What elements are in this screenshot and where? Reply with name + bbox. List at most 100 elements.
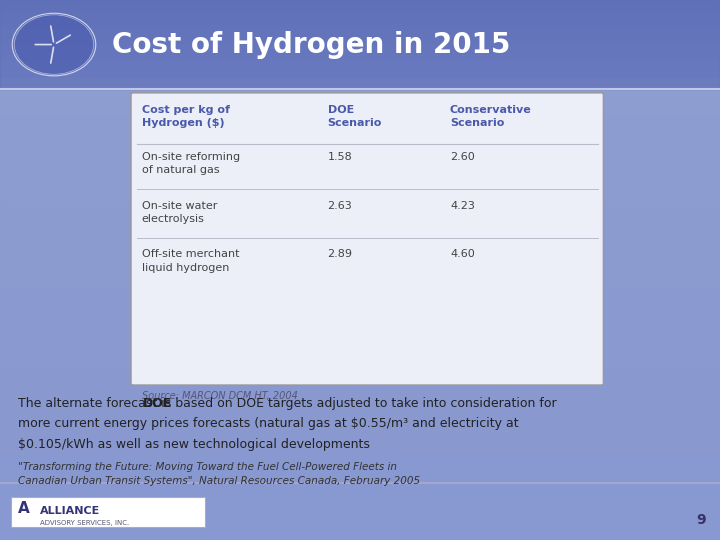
Bar xyxy=(0,432,720,437)
Bar xyxy=(0,302,720,308)
Text: more current energy prices forecasts (natural gas at $0.55/m³ and electricity at: more current energy prices forecasts (na… xyxy=(18,417,518,430)
Bar xyxy=(0,513,720,518)
FancyBboxPatch shape xyxy=(131,93,603,385)
Bar xyxy=(0,259,720,265)
Text: 4.60: 4.60 xyxy=(450,249,474,260)
Bar xyxy=(0,184,720,189)
Text: "Transforming the Future: Moving Toward the Fuel Cell-Powered Fleets in
Canadian: "Transforming the Future: Moving Toward … xyxy=(18,462,420,485)
Bar xyxy=(0,194,720,200)
Bar xyxy=(0,394,720,400)
Bar xyxy=(0,238,720,243)
Bar xyxy=(0,448,720,454)
Bar xyxy=(0,5,720,11)
Bar xyxy=(0,405,720,410)
Bar xyxy=(0,270,720,275)
Bar xyxy=(0,367,720,373)
Bar xyxy=(0,324,720,329)
Bar xyxy=(0,281,720,286)
Text: ADVISORY SERVICES, INC.: ADVISORY SERVICES, INC. xyxy=(40,521,129,526)
Bar xyxy=(0,76,720,81)
Bar xyxy=(0,103,720,108)
Bar xyxy=(0,173,720,178)
Bar xyxy=(0,189,720,194)
Bar xyxy=(0,157,720,162)
Bar xyxy=(0,356,720,362)
Text: Off-site merchant
liquid hydrogen: Off-site merchant liquid hydrogen xyxy=(142,249,239,273)
Bar xyxy=(0,319,720,324)
Bar xyxy=(0,81,720,86)
Bar xyxy=(0,491,720,497)
Bar xyxy=(0,151,720,157)
Bar xyxy=(0,389,720,394)
Bar xyxy=(0,86,720,92)
Bar xyxy=(0,135,720,140)
Bar xyxy=(0,248,720,254)
Bar xyxy=(0,59,720,65)
Text: The alternate forecast is based on DOE targets adjusted to take into considerati: The alternate forecast is based on DOE t… xyxy=(18,397,557,410)
Bar xyxy=(0,70,720,76)
Bar xyxy=(0,43,720,49)
Bar xyxy=(0,232,720,238)
Text: 2.60: 2.60 xyxy=(450,152,474,163)
Bar xyxy=(0,292,720,297)
Bar xyxy=(0,113,720,119)
Bar xyxy=(0,167,720,173)
Bar xyxy=(0,286,720,292)
Bar xyxy=(0,308,720,313)
Text: On-site reforming
of natural gas: On-site reforming of natural gas xyxy=(142,152,240,176)
Bar xyxy=(0,227,720,232)
Bar xyxy=(0,27,720,32)
Text: DOE
Scenario: DOE Scenario xyxy=(328,105,382,129)
Bar xyxy=(0,400,720,405)
Bar xyxy=(0,146,720,151)
Bar xyxy=(0,254,720,259)
Bar xyxy=(0,16,720,22)
Bar xyxy=(0,32,720,38)
Bar xyxy=(0,335,720,340)
Text: Conservative
Scenario: Conservative Scenario xyxy=(450,105,532,129)
Bar xyxy=(0,11,720,16)
Bar xyxy=(0,535,720,540)
Bar xyxy=(0,265,720,270)
Bar xyxy=(0,221,720,227)
Bar xyxy=(0,119,720,124)
Bar xyxy=(0,49,720,54)
Text: 1.58: 1.58 xyxy=(328,152,352,163)
Bar xyxy=(0,481,720,486)
Bar xyxy=(0,464,720,470)
Text: ALLIANCE: ALLIANCE xyxy=(40,505,100,516)
Bar xyxy=(0,0,720,5)
Bar xyxy=(0,22,720,27)
Bar xyxy=(0,38,720,43)
Bar xyxy=(0,329,720,335)
Bar xyxy=(0,130,720,135)
Text: Cost per kg of
Hydrogen ($): Cost per kg of Hydrogen ($) xyxy=(142,105,230,129)
Bar xyxy=(11,497,205,526)
Bar xyxy=(0,518,720,524)
Text: DOE: DOE xyxy=(143,397,172,410)
Bar xyxy=(0,216,720,221)
Text: 4.23: 4.23 xyxy=(450,201,475,211)
Bar xyxy=(0,211,720,216)
Bar xyxy=(0,529,720,535)
Text: Source: MARCON DCM HT, 2004: Source: MARCON DCM HT, 2004 xyxy=(142,392,297,402)
Bar xyxy=(0,92,720,97)
Bar xyxy=(0,443,720,448)
Bar xyxy=(0,351,720,356)
Text: 2.63: 2.63 xyxy=(328,201,352,211)
Text: 2.89: 2.89 xyxy=(328,249,353,260)
Text: $0.105/kWh as well as new technological developments: $0.105/kWh as well as new technological … xyxy=(18,438,370,451)
Bar xyxy=(0,416,720,421)
Bar xyxy=(0,437,720,443)
Bar xyxy=(0,502,720,508)
Bar xyxy=(0,497,720,502)
Bar xyxy=(0,378,720,383)
Bar xyxy=(0,508,720,513)
Bar xyxy=(0,108,720,113)
Bar xyxy=(0,275,720,281)
Text: Cost of Hydrogen in 2015: Cost of Hydrogen in 2015 xyxy=(112,31,510,58)
Bar xyxy=(0,421,720,427)
Text: 9: 9 xyxy=(696,512,706,526)
Bar xyxy=(0,459,720,464)
Bar xyxy=(0,65,720,70)
